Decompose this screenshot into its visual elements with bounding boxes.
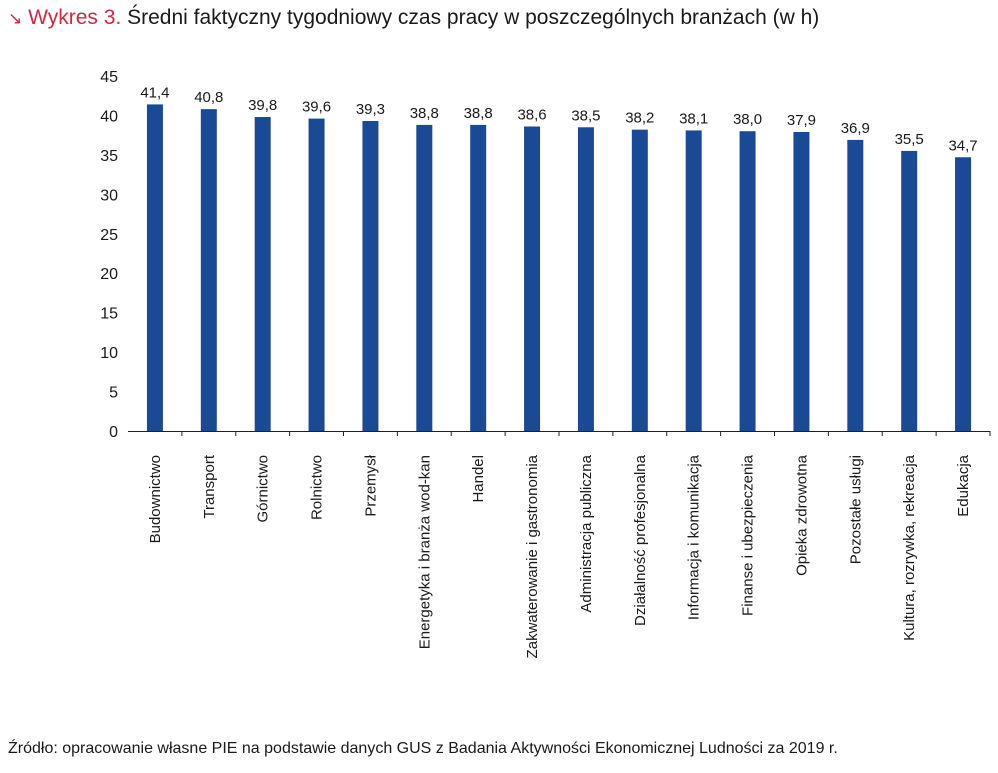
bar [631,129,648,431]
data-label: 41,4 [140,84,169,101]
data-label: 35,5 [895,131,924,148]
y-tick-label: 5 [109,385,118,402]
bar [793,132,810,431]
bar [254,117,271,432]
y-tick-label: 45 [100,69,118,86]
bar [200,109,217,431]
y-tick-label: 10 [100,345,118,362]
category-label: Finanse i ubezpieczenia [740,454,757,616]
data-label: 38,2 [625,110,654,127]
data-label: 38,5 [571,107,600,124]
chart-number-label: Wykres 3. [28,6,122,29]
bar-chart: 0 5 10 15 20 25 30 35 40 45 41,4 40,8 39,8 39,6 39,3 3… [100,69,991,658]
data-label: 34,7 [948,137,977,154]
bar [739,131,756,431]
bar [362,120,379,431]
y-tick-label: 0 [109,424,118,441]
bar [847,139,864,431]
y-tick-label: 30 [100,187,118,204]
data-label: 38,8 [410,105,439,122]
bar [470,124,487,432]
bar [146,104,163,432]
y-tick-label: 40 [100,108,118,125]
category-label: Budownictwo [147,455,164,543]
category-label: Energetyka i branża wod-kan [416,455,433,649]
category-label: Pozostałe usługi [847,455,864,564]
data-label: 36,9 [841,120,870,137]
category-label: Przemysł [362,454,379,516]
arrow-down-right-icon: ↘ [8,9,23,28]
data-label: 39,6 [302,99,331,116]
bar [955,157,972,431]
bar [577,127,594,432]
chart-heading: ↘ Wykres 3. Średni faktyczny tygodniowy … [8,6,819,30]
data-label: 38,1 [679,110,708,127]
data-label: 39,8 [248,97,277,114]
category-label: Administracja publiczna [578,454,595,612]
data-label: 40,8 [194,89,223,106]
bar [308,118,325,431]
category-label: Kultura, rozrywka, rekreacja [901,454,918,641]
data-label: 38,6 [517,106,546,123]
bar [524,126,541,431]
category-label: Działalność profesjonalna [632,454,649,626]
value-labels: 41,4 40,8 39,8 39,6 39,3 38,8 38,8 38,6 38,5 38,2… [140,84,977,154]
data-label: 38,8 [464,105,493,122]
category-label: Informacja i komunikacja [686,454,703,620]
data-label: 38,0 [733,111,762,128]
bar [685,130,702,431]
category-label: Górnictwo [255,455,272,523]
bars [146,104,972,432]
bar [901,150,918,431]
data-label: 37,9 [787,112,816,129]
bar [416,124,433,432]
y-tick-label: 20 [100,266,118,283]
x-axis-labels: Budownictwo Transport Górnictwo Rolnictwo Pr… [147,431,991,658]
category-label: Transport [201,454,218,518]
y-tick-label: 35 [100,148,118,165]
category-label: Zakwaterowanie i gastronomia [524,454,541,658]
y-tick-label: 15 [100,306,118,323]
chart-title: Średni faktyczny tygodniowy czas pracy w… [127,6,820,29]
category-label: Handel [470,455,487,503]
category-label: Opieka zdrowotna [793,454,810,576]
category-label: Edukacja [955,454,972,516]
source-note: Źródło: opracowanie własne PIE na podsta… [8,740,838,757]
data-label: 39,3 [356,101,385,118]
category-label: Rolnictwo [309,455,326,520]
y-axis: 0 5 10 15 20 25 30 35 40 45 [100,69,990,441]
y-tick-label: 25 [100,227,118,244]
